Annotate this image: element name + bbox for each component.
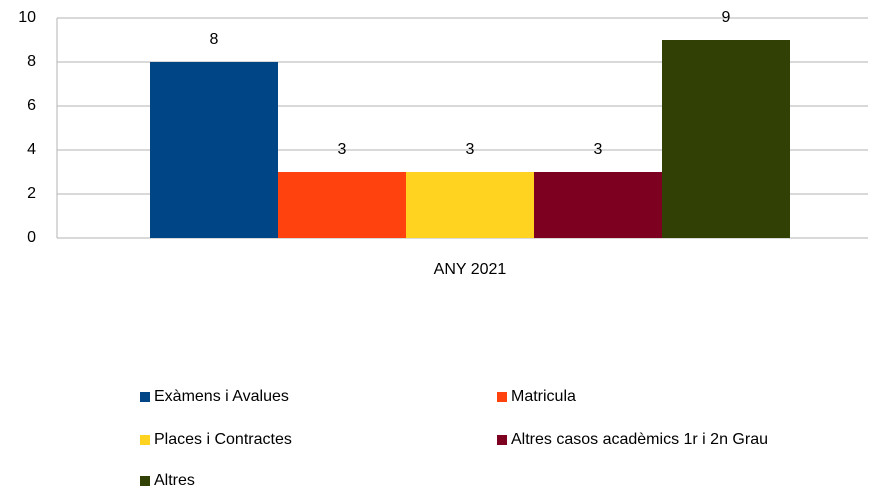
bar [406,172,534,238]
legend-label: Places i Contractes [154,431,292,448]
data-label: 8 [210,31,219,48]
legend-swatch [140,435,150,445]
y-tick-label: 10 [18,9,36,26]
legend-swatch [140,392,150,402]
y-tick-label: 0 [27,229,36,246]
legend-label: Exàmens i Avalues [154,388,289,405]
y-tick-label: 6 [27,97,36,114]
bar [534,172,662,238]
y-tick-label: 4 [27,141,36,158]
legend-label: Altres [154,472,195,489]
legend-label: Matricula [511,388,576,405]
bar [150,62,278,238]
data-label: 3 [338,141,347,158]
y-tick-label: 2 [27,185,36,202]
bar [662,40,790,238]
legend-swatch [497,435,507,445]
x-tick-label: ANY 2021 [434,261,507,278]
legend-swatch [140,476,150,486]
y-tick-label: 8 [27,53,36,70]
data-label: 9 [722,9,731,26]
legend-label: Altres casos acadèmics 1r i 2n Grau [511,431,768,448]
bar [278,172,406,238]
data-label: 3 [594,141,603,158]
legend-swatch [497,392,507,402]
data-label: 3 [466,141,475,158]
